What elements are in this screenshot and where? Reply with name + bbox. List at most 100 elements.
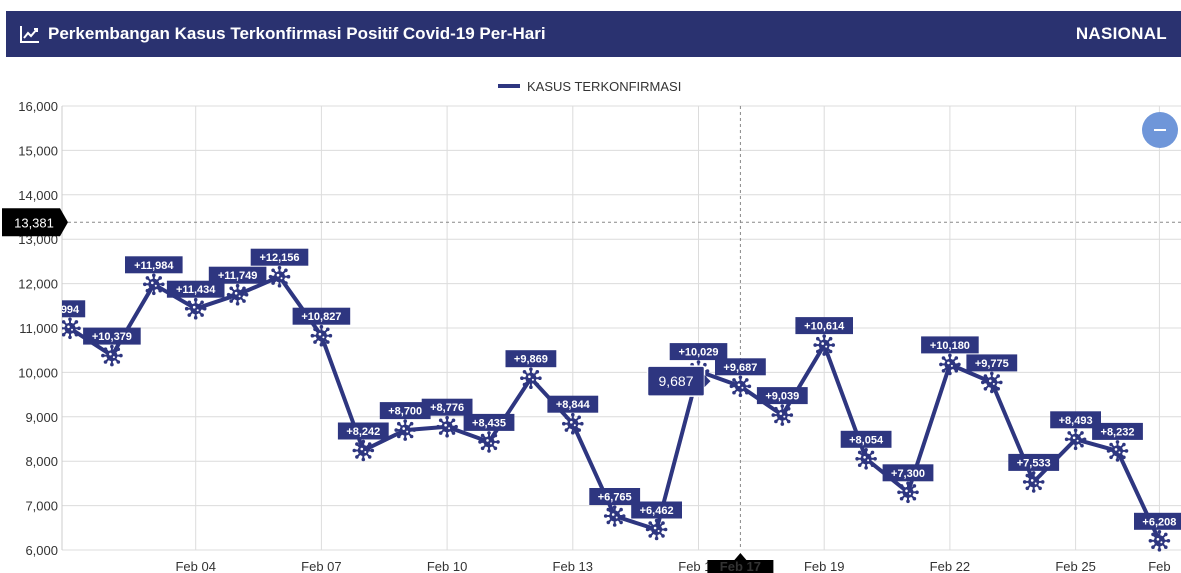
data-label: +8,242 — [337, 422, 389, 440]
y-tick-label: 7,000 — [25, 499, 58, 514]
data-label: +12,156 — [250, 248, 309, 266]
page-title: Perkembangan Kasus Terkonfirmasi Positif… — [48, 24, 546, 43]
virus-marker[interactable] — [143, 273, 165, 296]
legend[interactable]: KASUS TERKONFIRMASI — [498, 79, 681, 94]
x-tick-label: Feb 07 — [301, 559, 341, 573]
y-tick-label: 9,000 — [25, 410, 58, 425]
svg-text:+6,765: +6,765 — [598, 492, 632, 504]
legend-swatch — [498, 84, 520, 88]
virus-marker[interactable] — [562, 412, 584, 435]
data-label: +10,827 — [292, 307, 351, 325]
virus-marker[interactable] — [645, 518, 668, 541]
chart-line-icon — [20, 26, 39, 43]
virus-marker[interactable] — [59, 317, 81, 340]
svg-text:+9,775: +9,775 — [975, 358, 1009, 370]
crosshair: 13,381 Feb 17 — [2, 106, 1181, 573]
y-tick-label: 14,000 — [18, 188, 58, 203]
data-label: +9,687 — [715, 358, 766, 376]
tooltip: 9,687 — [646, 365, 711, 397]
virus-marker[interactable] — [1106, 440, 1129, 462]
legend-label: KASUS TERKONFIRMASI — [527, 79, 681, 94]
virus-marker[interactable] — [268, 265, 291, 288]
y-tick-label: 11,000 — [19, 321, 58, 336]
data-label: +7,300 — [882, 464, 934, 482]
header-title-group: Perkembangan Kasus Terkonfirmasi Positif… — [20, 11, 546, 57]
y-tick-label: 12,000 — [18, 277, 58, 292]
data-label: +11,984 — [125, 256, 183, 274]
virus-marker[interactable] — [1022, 471, 1045, 493]
svg-text:+12,156: +12,156 — [259, 252, 299, 264]
virus-marker[interactable] — [855, 448, 877, 470]
data-label: 994 — [61, 300, 86, 318]
y-tick-label: 8,000 — [25, 454, 58, 469]
virus-marker[interactable] — [520, 367, 542, 389]
x-tick-label: Feb 04 — [175, 559, 215, 573]
virus-marker[interactable] — [1064, 428, 1087, 451]
virus-marker[interactable] — [394, 419, 416, 441]
virus-marker[interactable] — [897, 481, 919, 504]
grid — [61, 105, 1181, 551]
data-label: +8,232 — [1092, 422, 1143, 440]
svg-text:+8,232: +8,232 — [1101, 426, 1135, 438]
data-label: +10,379 — [83, 327, 141, 345]
svg-text:+10,029: +10,029 — [678, 347, 718, 359]
svg-text:+6,208: +6,208 — [1142, 516, 1176, 528]
virus-marker[interactable] — [226, 283, 249, 306]
svg-text:+10,614: +10,614 — [804, 321, 845, 333]
x-tick-label: Feb 17 — [720, 559, 761, 573]
crosshair-y-label-bg — [2, 208, 68, 237]
svg-text:+7,300: +7,300 — [891, 468, 925, 480]
svg-text:+9,869: +9,869 — [514, 354, 548, 366]
data-label: +6,765 — [589, 488, 641, 505]
virus-marker[interactable] — [771, 404, 794, 426]
svg-text:+8,435: +8,435 — [472, 417, 506, 429]
data-label: +8,493 — [1050, 411, 1101, 429]
data-label: +7,533 — [1008, 453, 1060, 471]
virus-marker[interactable] — [981, 371, 1003, 394]
tooltip-value: 9,687 — [658, 373, 693, 389]
virus-marker[interactable] — [184, 297, 207, 320]
x-axis: Feb 04 Feb 07 Feb 10 Feb 13 Feb 16 Feb 19 Feb … — [175, 559, 1170, 573]
x-tick-label: Feb 10 — [427, 559, 467, 573]
x-tick-label: Feb 22 — [930, 559, 970, 573]
virus-marker[interactable] — [1148, 530, 1171, 552]
svg-text:994: 994 — [61, 304, 80, 316]
data-label: +9,869 — [505, 350, 557, 368]
chart-header: Perkembangan Kasus Terkonfirmasi Positif… — [6, 11, 1181, 57]
zoom-out-button[interactable] — [1142, 112, 1178, 148]
crosshair-x-label-bg — [707, 553, 774, 573]
svg-text:+7,533: +7,533 — [1017, 457, 1051, 469]
svg-text:+10,379: +10,379 — [92, 331, 132, 343]
virus-marker[interactable] — [813, 334, 835, 356]
virus-marker[interactable] — [310, 324, 333, 347]
virus-marker[interactable] — [729, 375, 752, 398]
svg-text:+10,180: +10,180 — [930, 340, 970, 352]
data-label: +6,462 — [631, 501, 682, 519]
y-tick-label: 16,000 — [18, 99, 58, 114]
data-label: +8,700 — [379, 402, 431, 420]
data-label: +10,614 — [795, 317, 853, 335]
svg-text:+11,749: +11,749 — [218, 270, 257, 282]
y-tick-label: 10,000 — [18, 365, 58, 380]
virus-marker[interactable] — [603, 505, 626, 527]
svg-text:+8,844: +8,844 — [556, 399, 591, 411]
data-label: +8,776 — [421, 398, 473, 416]
data-label: +8,435 — [463, 413, 515, 431]
virus-marker[interactable] — [478, 431, 500, 453]
minus-icon — [1154, 129, 1166, 131]
virus-marker[interactable] — [352, 439, 375, 462]
virus-marker[interactable] — [436, 415, 458, 438]
virus-marker[interactable] — [939, 353, 961, 376]
svg-text:+8,776: +8,776 — [430, 402, 464, 414]
data-label: +9,039 — [756, 387, 808, 405]
region-label: NASIONAL — [1075, 24, 1167, 43]
y-tick-label: 15,000 — [18, 143, 58, 158]
svg-text:+8,242: +8,242 — [346, 426, 380, 438]
data-label: +8,844 — [547, 395, 599, 413]
data-label: +8,054 — [840, 430, 892, 448]
data-label: +11,434 — [166, 280, 225, 298]
x-tick-label: Feb 25 — [1055, 559, 1095, 573]
svg-text:+11,984: +11,984 — [134, 260, 174, 272]
virus-marker[interactable] — [101, 344, 123, 367]
